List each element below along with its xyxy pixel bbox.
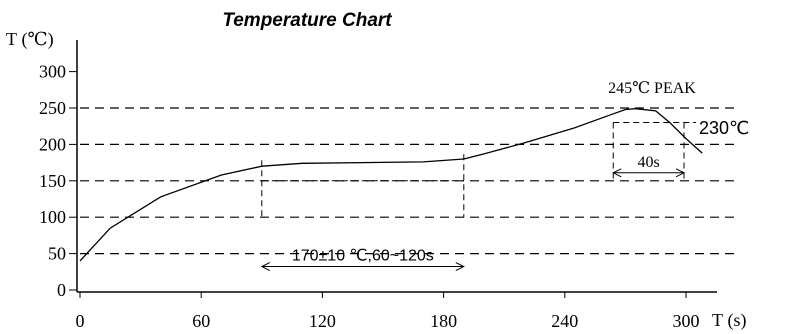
x-tick-label: 240	[551, 311, 578, 331]
x-axis-label: T (s)	[712, 310, 747, 331]
axes	[76, 40, 717, 293]
y-tick-label: 50	[48, 244, 66, 264]
peak-label: 245℃ PEAK	[608, 80, 696, 97]
y-axis-label: T (℃)	[6, 29, 54, 50]
chart-title: Temperature Chart	[222, 10, 392, 31]
series-line	[79, 108, 703, 262]
y-tick-label: 300	[39, 62, 66, 82]
reflow-arrowhead-right	[675, 168, 686, 178]
soak-arrowhead-right	[455, 262, 465, 271]
soak-label: 170±10 ℃,60~120s	[292, 248, 434, 265]
reflow-time-label: 40s	[638, 154, 660, 171]
y-tick-label: 250	[39, 98, 66, 118]
x-tick-label: 0	[76, 311, 85, 331]
x-axis-ticks: 0 60 120 180 240 300	[76, 292, 700, 331]
x-tick-label: 180	[430, 311, 457, 331]
x-tick-label: 300	[673, 311, 700, 331]
x-tick-label: 60	[192, 311, 210, 331]
y-tick-label: 0	[57, 280, 66, 300]
gridlines	[80, 107, 740, 255]
reflow-temp-label: 230℃	[699, 118, 749, 138]
reflow-arrowhead-left	[612, 168, 622, 178]
y-tick-label: 200	[39, 134, 66, 154]
annotations: 170±10 ℃,60~120s 40s 245℃ PEAK 230℃	[260, 80, 749, 271]
y-tick-label: 100	[39, 207, 66, 227]
y-tick-label: 150	[39, 171, 66, 191]
x-tick-label: 120	[309, 311, 336, 331]
y-axis-ticks: 0 50 100 150 200 250 300	[39, 62, 77, 300]
soak-arrowhead-left	[260, 262, 271, 271]
